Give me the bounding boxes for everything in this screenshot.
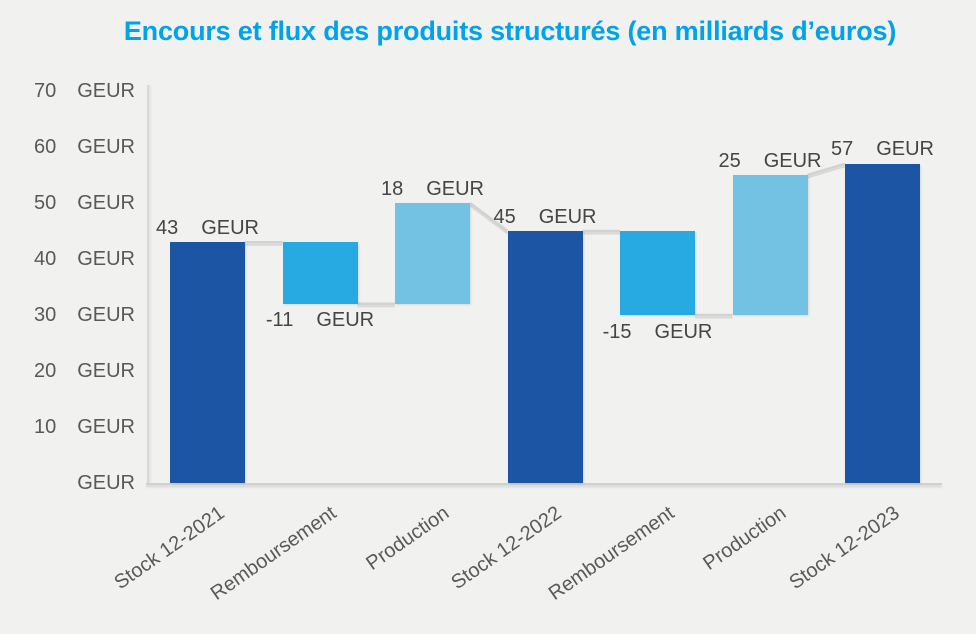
- value-label-number: 57: [830, 138, 854, 161]
- value-label-number: 45: [493, 205, 516, 228]
- value-label-stock-12-2021-0: 43 GEUR: [128, 216, 288, 240]
- bar-production-2: [395, 203, 470, 304]
- x-axis-line: [146, 483, 942, 485]
- value-label-remboursement-1: -11 GEUR: [240, 309, 400, 333]
- value-label-unit: GEUR: [538, 205, 597, 228]
- chart-title: Encours et flux des produits structurés …: [123, 16, 897, 46]
- value-label-number: 18: [380, 177, 404, 200]
- value-label-unit: GEUR: [316, 309, 375, 332]
- value-label-number: -15: [602, 320, 632, 343]
- y-tick-unit: GEUR: [77, 415, 135, 438]
- y-tick-10: 10 GEUR: [0, 415, 135, 439]
- y-tick-unit: GEUR: [77, 135, 135, 158]
- bar-remboursement-4: [620, 231, 695, 315]
- value-label-stock-12-2022-3: 45 GEUR: [465, 205, 625, 229]
- connector-shadow-2: [469, 204, 509, 235]
- y-tick-unit: GEUR: [77, 79, 135, 102]
- bar-stock-12-2023-6: [845, 163, 920, 483]
- y-tick-value: 20: [33, 359, 57, 382]
- value-label-number: -11: [265, 309, 294, 332]
- value-label-number: 25: [718, 149, 741, 172]
- connector-line-2: [469, 201, 509, 233]
- value-label-unit: GEUR: [763, 149, 822, 172]
- y-tick-value: 50: [33, 191, 57, 214]
- bar-stock-12-2021-0: [170, 242, 245, 483]
- y-tick-0: GEUR: [0, 471, 135, 495]
- value-label-number: 43: [155, 216, 179, 239]
- y-tick-value: 60: [33, 135, 57, 158]
- y-tick-unit: GEUR: [77, 471, 135, 494]
- y-tick-value: 40: [33, 247, 57, 270]
- y-tick-unit: GEUR: [77, 247, 135, 270]
- connector-line-5: [807, 162, 846, 177]
- y-axis-line: [147, 85, 149, 484]
- value-label-stock-12-2023-6: 57 GEUR: [803, 138, 963, 162]
- y-tick-60: 60 GEUR: [0, 135, 135, 159]
- value-label-unit: GEUR: [426, 177, 485, 200]
- value-label-remboursement-4: -15 GEUR: [578, 320, 738, 344]
- value-label-unit: GEUR: [654, 320, 713, 343]
- y-tick-40: 40 GEUR: [0, 247, 135, 271]
- connector-shadow-5: [807, 165, 846, 179]
- y-tick-unit: GEUR: [77, 303, 135, 326]
- y-tick-30: 30 GEUR: [0, 303, 135, 327]
- y-tick-unit: GEUR: [77, 191, 135, 214]
- y-tick-value: 30: [33, 303, 57, 326]
- y-tick-value: 10: [33, 415, 57, 438]
- y-tick-value: 70: [33, 79, 57, 102]
- y-tick-50: 50 GEUR: [0, 191, 135, 215]
- value-label-production-5: 25 GEUR: [690, 149, 850, 173]
- value-label-unit: GEUR: [201, 216, 260, 239]
- y-tick-unit: GEUR: [77, 359, 135, 382]
- value-label-unit: GEUR: [876, 138, 935, 161]
- y-tick-70: 70 GEUR: [0, 79, 135, 103]
- value-label-production-2: 18 GEUR: [353, 177, 513, 201]
- bar-stock-12-2022-3: [507, 231, 583, 483]
- bar-production-5: [732, 175, 808, 315]
- bar-remboursement-1: [282, 242, 358, 304]
- y-tick-20: 20 GEUR: [0, 359, 135, 383]
